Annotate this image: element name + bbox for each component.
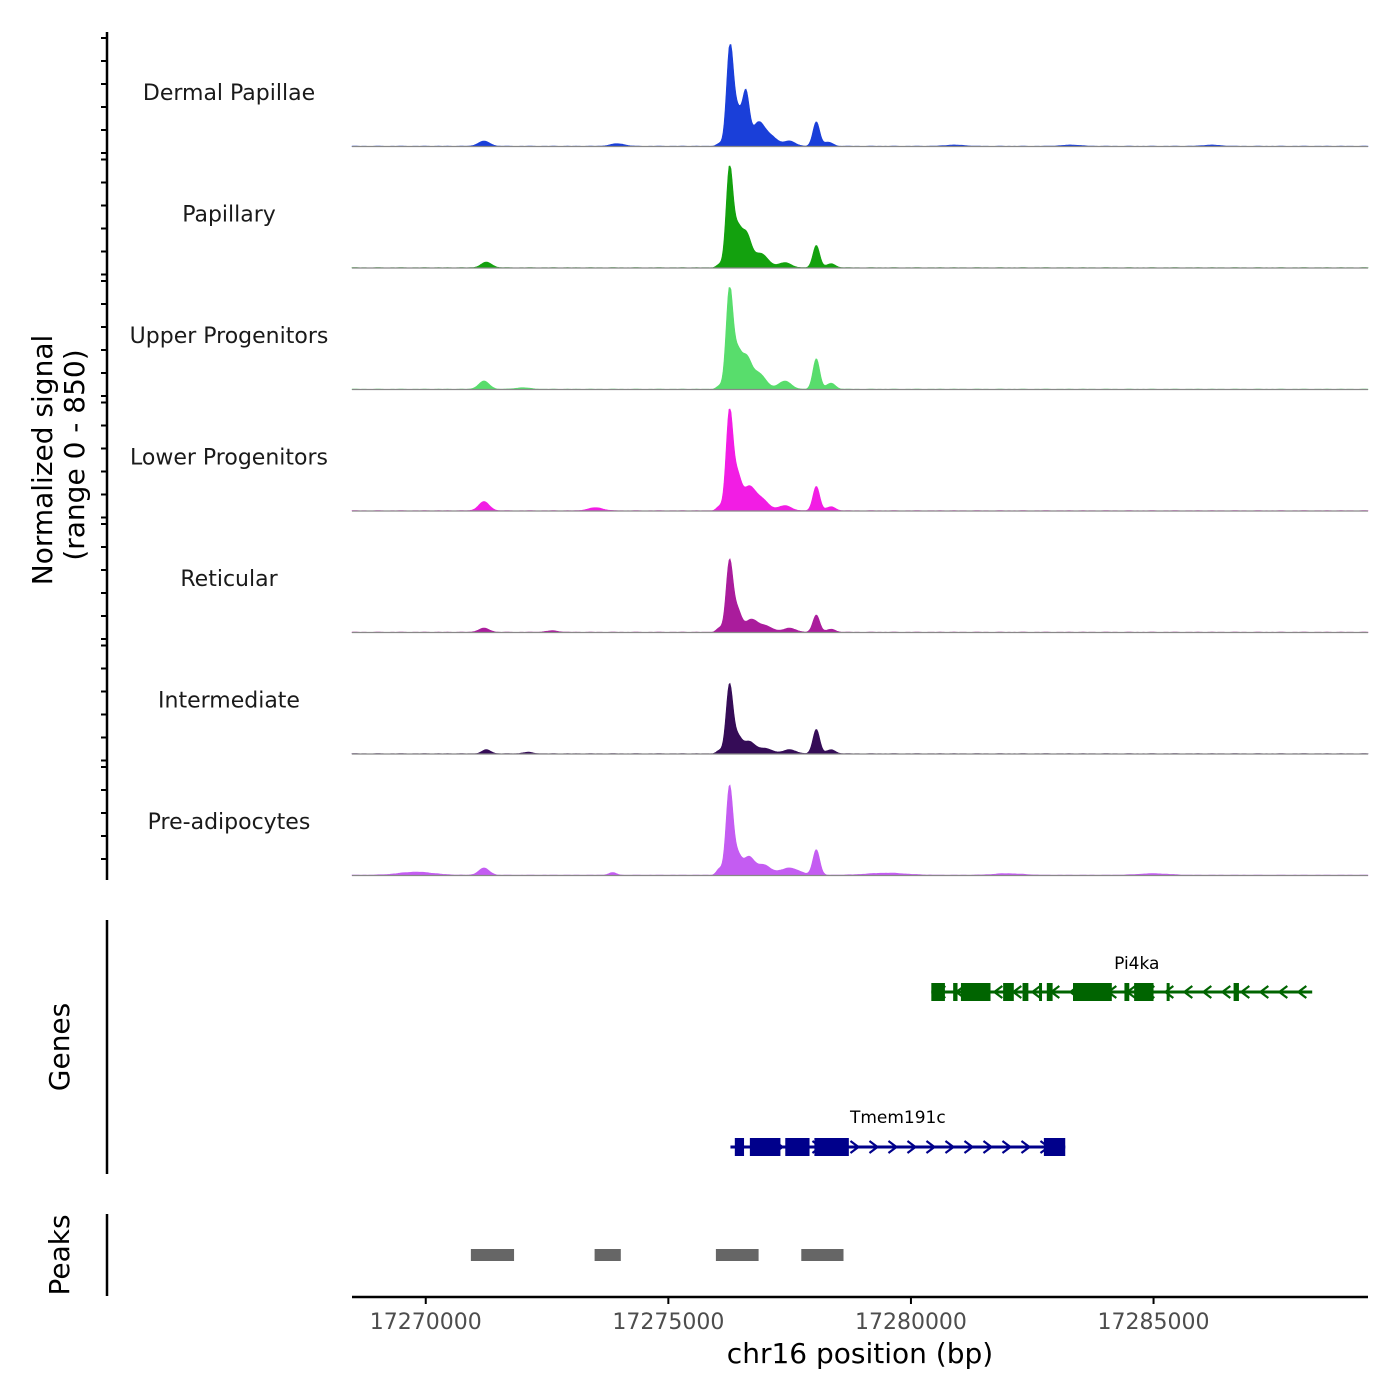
y-axis-title-line-1: Normalized signal	[26, 335, 59, 586]
track-dermal-papillae: Dermal Papillae	[143, 44, 1369, 148]
exon-block	[1124, 983, 1130, 1001]
strand-arrow	[1020, 1140, 1032, 1154]
track-label: Intermediate	[158, 689, 300, 714]
strand-arrow	[1030, 985, 1041, 999]
exon-block	[931, 983, 945, 1001]
exon-block	[734, 1138, 745, 1156]
strand-arrow	[906, 1140, 918, 1154]
track-papillary: Papillary	[182, 165, 1369, 269]
coverage-area	[351, 558, 1369, 633]
gene-name-label: Tmem191c	[849, 1108, 946, 1128]
track-intermediate: Intermediate	[158, 682, 1369, 755]
track-upper-progenitors: Upper Progenitors	[130, 287, 1369, 391]
track-lower-progenitors: Lower Progenitors	[130, 408, 1369, 512]
exon-block	[960, 983, 991, 1001]
x-tick-label: 17280000	[855, 1310, 967, 1335]
coverage-area	[351, 784, 1369, 876]
strand-arrow	[1220, 985, 1231, 999]
track-label: Lower Progenitors	[130, 446, 328, 471]
track-label: Reticular	[180, 567, 278, 592]
exon-block	[1073, 983, 1112, 1001]
x-tick-label: 17275000	[612, 1310, 724, 1335]
x-tick-label: 17285000	[1098, 1310, 1210, 1335]
strand-arrow	[1277, 985, 1288, 999]
strand-arrow	[1163, 985, 1174, 999]
peak-region-bar	[801, 1249, 844, 1261]
gene-tmem191c: Tmem191c	[730, 1108, 1066, 1156]
peak-region-bar	[715, 1249, 759, 1261]
coverage-area	[351, 44, 1369, 147]
exon-block	[749, 1138, 781, 1156]
coverage-area	[351, 408, 1369, 512]
track-label: Dermal Papillae	[143, 81, 315, 106]
strand-arrow	[1201, 985, 1212, 999]
exon-block	[814, 1138, 849, 1156]
strand-arrow	[887, 1140, 899, 1154]
strand-arrow	[982, 1140, 994, 1154]
signal-tracks: Dermal Papillae Papillary Upper Progenitor…	[130, 44, 1369, 877]
coverage-area	[351, 165, 1369, 269]
gene-annotations: Pi4ka Tmem191c	[730, 954, 1313, 1156]
track-reticular: Reticular	[180, 558, 1369, 634]
strand-arrow	[1296, 985, 1307, 999]
strand-arrow	[849, 1140, 861, 1154]
exon-block	[1003, 983, 1014, 1001]
x-axis: 17270000 17275000 17280000 17285000	[370, 1297, 1210, 1335]
y-axis-title-line-2: (range 0 - 850)	[58, 349, 91, 560]
peaks-panel-title: Peaks	[43, 1214, 76, 1295]
peak-region-bar	[470, 1249, 515, 1261]
track-label: Papillary	[182, 203, 276, 228]
strand-arrow	[1001, 1140, 1013, 1154]
exon-block	[1046, 983, 1053, 1001]
strand-arrow	[944, 1140, 956, 1154]
strand-arrow	[992, 985, 1003, 999]
peak-region-bar	[594, 1249, 621, 1261]
genes-panel-title: Genes	[43, 1003, 76, 1091]
exon-block	[1233, 983, 1239, 1001]
peak-regions	[470, 1249, 844, 1261]
gene-pi4ka: Pi4ka	[931, 954, 1313, 1001]
exon-block	[1039, 983, 1043, 1001]
y-axis	[101, 32, 109, 880]
strand-arrow	[1182, 985, 1193, 999]
exon-block	[1043, 1138, 1066, 1156]
exon-block	[1022, 983, 1029, 1001]
strand-arrow	[925, 1140, 937, 1154]
x-tick-label: 17270000	[370, 1310, 482, 1335]
strand-arrow	[963, 1140, 975, 1154]
strand-arrow	[1258, 985, 1269, 999]
strand-arrow	[868, 1140, 880, 1154]
coverage-area	[351, 682, 1369, 755]
track-label: Upper Progenitors	[130, 324, 329, 349]
exon-block	[785, 1138, 810, 1156]
exon-block	[1166, 983, 1170, 1001]
gene-name-label: Pi4ka	[1114, 954, 1159, 974]
coverage-area	[351, 287, 1369, 390]
exon-block	[953, 983, 958, 1001]
track-pre-adipocytes: Pre-adipocytes	[148, 784, 1369, 877]
strand-arrow	[1239, 985, 1250, 999]
x-axis-title: chr16 position (bp)	[727, 1337, 993, 1370]
exon-block	[1134, 983, 1154, 1001]
track-label: Pre-adipocytes	[148, 810, 311, 835]
